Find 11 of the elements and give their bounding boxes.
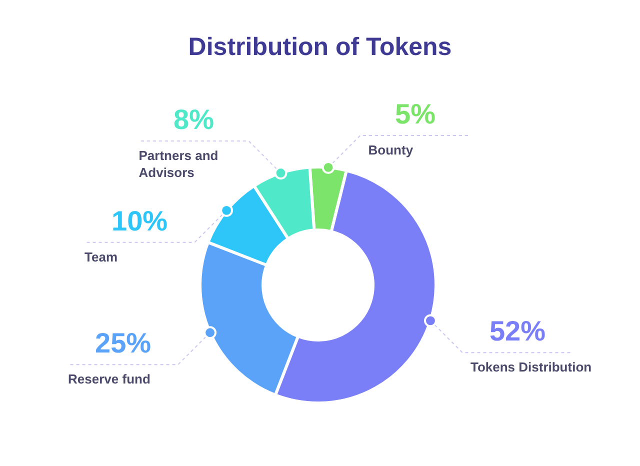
slice-label: Tokens Distribution <box>470 360 592 375</box>
slice-label: Partners and Advisors <box>138 148 218 180</box>
data-label: 8% <box>174 104 214 136</box>
data-label: 10% <box>112 205 168 236</box>
slice-label: Reserve fund <box>68 372 150 387</box>
chart-title: Distribution of Tokens <box>188 33 452 61</box>
slice-label: Team <box>84 249 118 264</box>
data-label: 25% <box>95 328 152 359</box>
data-label: 5% <box>395 98 436 130</box>
data-label: 52% <box>489 316 546 347</box>
slice-label: Bounty <box>368 142 414 158</box>
